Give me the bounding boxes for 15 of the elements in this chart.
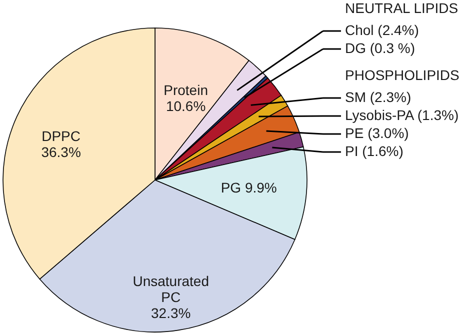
text: NEUTRAL LIPIDS — [345, 0, 458, 16]
slice-label: PG 9.9% — [220, 180, 277, 196]
slice-label: Unsaturated PC — [132, 273, 209, 306]
slice-label: DPPC — [42, 128, 81, 144]
data-label: 10.6% — [166, 98, 206, 114]
legend-label: Lysobis-PA (1.3%) — [345, 107, 459, 123]
text: PHOSPHOLIPIDS — [345, 67, 460, 83]
legend-label: Chol (2.4%) — [345, 22, 419, 38]
data-label: 32.3% — [150, 305, 191, 322]
legend-label: PE (3.0%) — [345, 125, 409, 141]
legend-label: PI (1.6%) — [345, 143, 404, 159]
legend-label: SM (2.3%) — [345, 89, 412, 105]
legend-label: DG (0.3 %) — [345, 40, 416, 56]
data-label: 36.3% — [41, 144, 81, 160]
slice-label: Protein — [164, 82, 208, 98]
